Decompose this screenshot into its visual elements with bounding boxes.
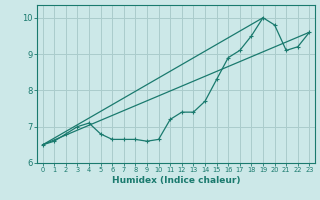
- X-axis label: Humidex (Indice chaleur): Humidex (Indice chaleur): [112, 176, 240, 185]
